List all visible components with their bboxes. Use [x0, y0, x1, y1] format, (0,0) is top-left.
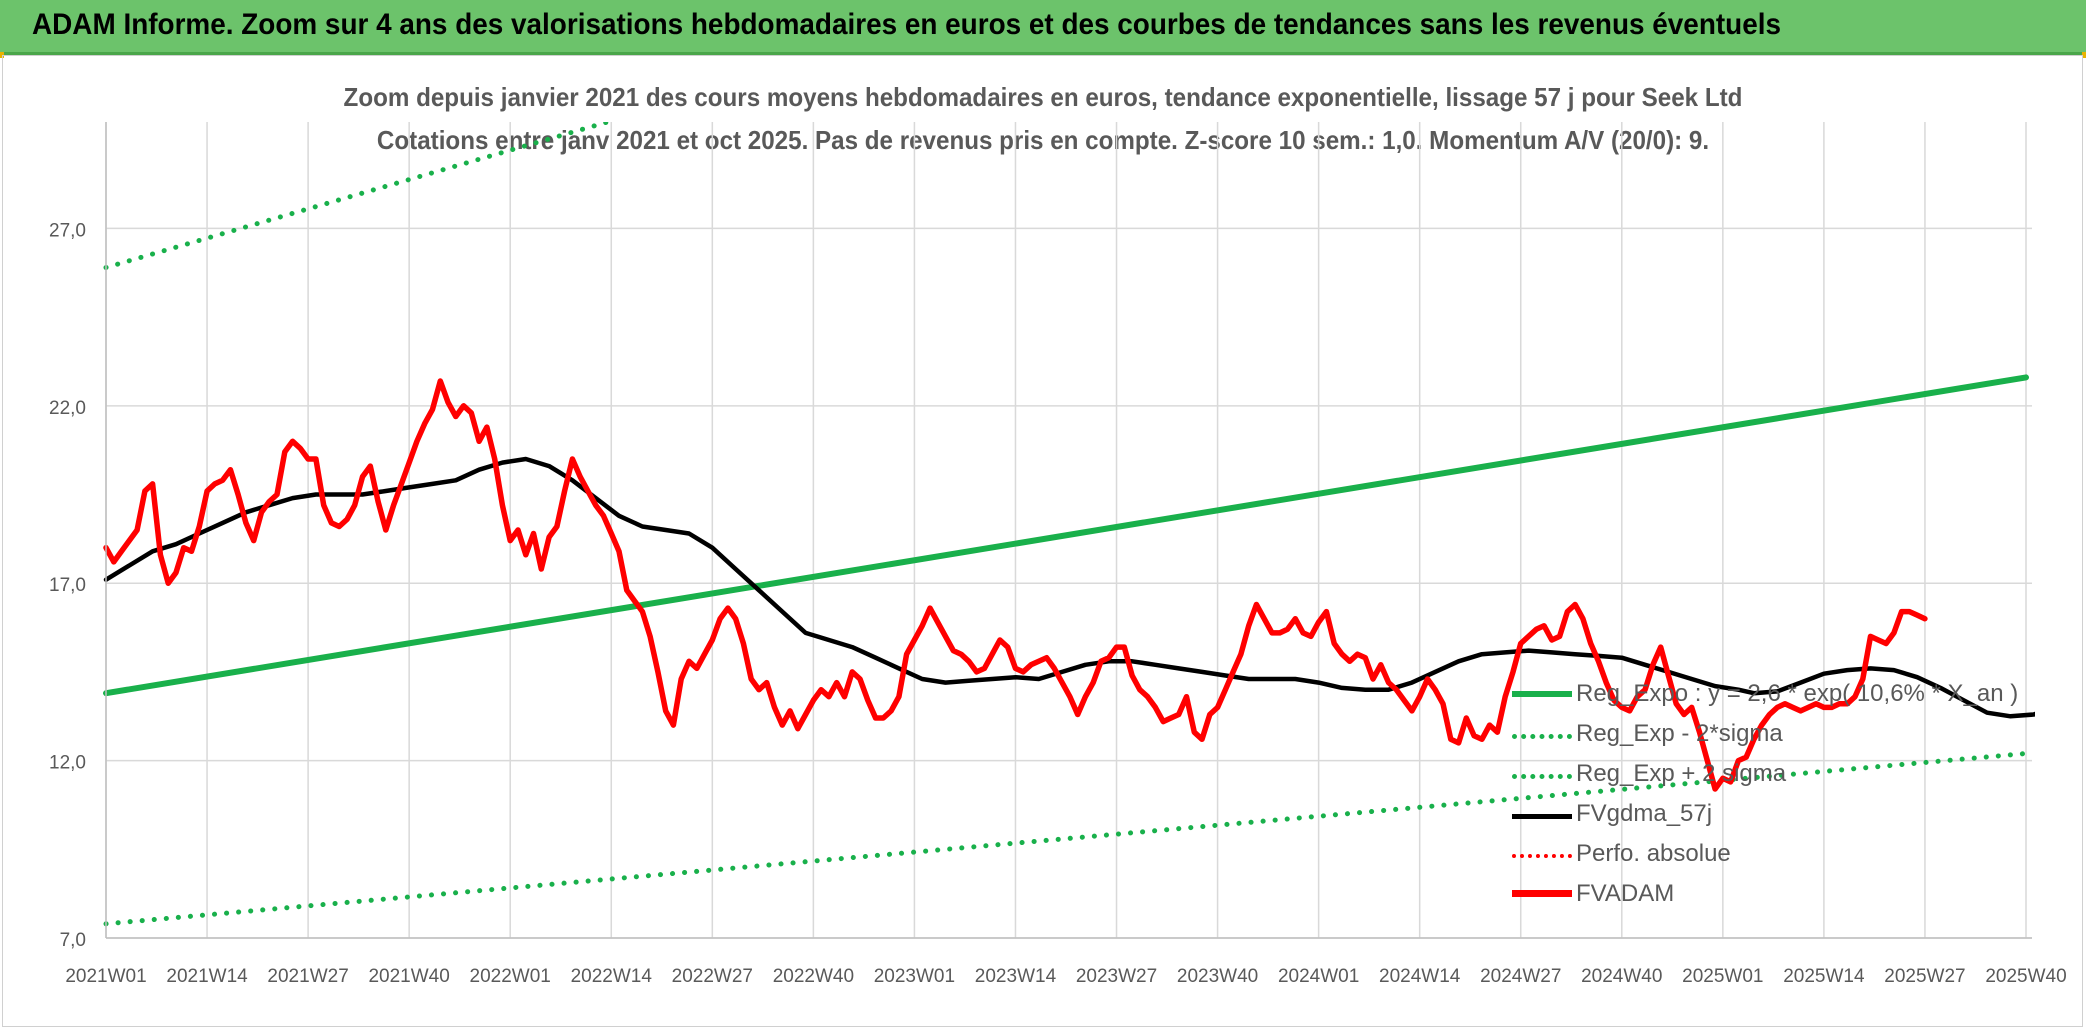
y-tick-label: 7,0 — [60, 930, 86, 951]
x-tick-label: 2021W40 — [368, 966, 449, 987]
y-tick-label: 27,0 — [49, 220, 86, 241]
x-tick-label: 2024W01 — [1278, 966, 1359, 987]
x-tick-label: 2025W01 — [1682, 966, 1763, 987]
x-tick-label: 2022W27 — [672, 966, 753, 987]
x-tick-label: 2021W01 — [65, 966, 146, 987]
y-tick-label: 22,0 — [49, 398, 86, 419]
legend-item-reg-exp-plus: Reg_Exp + 2 sigma — [1512, 756, 1992, 796]
x-tick-label: 2025W40 — [1985, 966, 2066, 987]
legend-label: FVADAM — [1576, 880, 1675, 907]
x-tick-label: 2023W40 — [1177, 966, 1258, 987]
corner-marker-right — [2082, 52, 2086, 58]
legend-item-perfo: Perfo. absolue — [1512, 836, 1992, 876]
x-tick-label: 2025W27 — [1884, 966, 1965, 987]
chart-title: Zoom depuis janvier 2021 des cours moyen… — [343, 82, 1743, 112]
legend-label: FVgdma_57j — [1576, 800, 1713, 827]
legend-swatch-dotted-red — [1512, 854, 1572, 858]
series-reg-exp-plus-line — [103, 122, 617, 270]
chart-frame — [2, 55, 2083, 1027]
x-tick-label: 2023W01 — [874, 966, 955, 987]
series-fvadam-line — [103, 378, 1928, 792]
legend-item-fvadam: FVADAM — [1512, 876, 1992, 916]
header-banner: ADAM Informe. Zoom sur 4 ans des valoris… — [0, 0, 2086, 55]
legend-item-fvgdma: FVgdma_57j — [1512, 796, 1992, 836]
legend-label: Reg_Exp - 2*sigma — [1576, 720, 1783, 747]
legend-label: Reg_Exp + 2 sigma — [1576, 760, 1787, 787]
legend-item-reg-expo: Reg_Expo : y = 2,6 * exp( 10,6% * X_an ) — [1512, 676, 2018, 716]
legend-label: Perfo. absolue — [1576, 840, 1731, 867]
legend-label: Reg_Expo : y = 2,6 * exp( 10,6% * X_an ) — [1576, 680, 2019, 707]
y-tick-label: 12,0 — [49, 753, 86, 774]
x-tick-label: 2022W14 — [571, 966, 653, 987]
legend-item-reg-exp-minus: Reg_Exp - 2*sigma — [1512, 716, 1992, 756]
x-tick-label: 2023W27 — [1076, 966, 1157, 987]
legend-swatch-solid-green — [1512, 691, 1572, 697]
x-tick-label: 2022W01 — [470, 966, 551, 987]
x-tick-label: 2021W14 — [166, 966, 248, 987]
y-tick-label: 17,0 — [49, 575, 86, 596]
x-tick-label: 2024W27 — [1480, 966, 1561, 987]
x-tick-label: 2024W40 — [1581, 966, 1662, 987]
x-tick-label: 2023W14 — [975, 966, 1057, 987]
legend-swatch-dotted-green — [1512, 774, 1572, 779]
chart-subtitle: Cotations entre janv 2021 et oct 2025. P… — [376, 125, 1710, 155]
series-reg-expo-line — [103, 374, 2029, 697]
x-tick-label: 2022W40 — [773, 966, 854, 987]
legend-swatch-solid-red — [1512, 890, 1572, 897]
legend-swatch-solid-black — [1512, 814, 1572, 819]
x-tick-label: 2024W14 — [1379, 966, 1461, 987]
legend-swatch-dotted-green — [1512, 734, 1572, 739]
page-title: ADAM Informe. Zoom sur 4 ans des valoris… — [32, 8, 1781, 41]
x-tick-label: 2025W14 — [1783, 966, 1865, 987]
x-tick-label: 2021W27 — [267, 966, 348, 987]
